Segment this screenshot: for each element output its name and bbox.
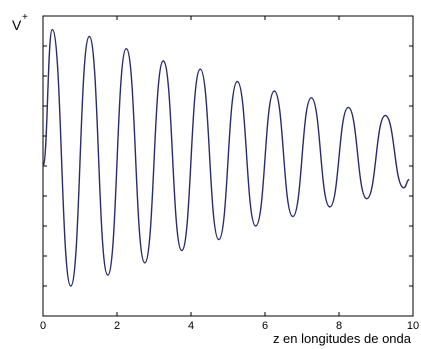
x-axis-label: z en longitudes de onda: [273, 331, 412, 346]
series-line: [42, 28, 410, 287]
y-ticks: [43, 45, 413, 287]
x-tick-label: 10: [407, 320, 419, 332]
y-axis-label-superscript: +: [22, 12, 28, 23]
x-tick-label: 8: [336, 320, 342, 332]
x-tick-label: 4: [188, 320, 194, 332]
y-axis-label: V: [12, 17, 22, 33]
x-tick-labels: 0 2 4 6 8 10: [40, 320, 419, 332]
x-tick-label: 2: [114, 320, 120, 332]
x-tick-label: 0: [40, 320, 46, 332]
x-tick-label: 6: [262, 320, 268, 332]
x-ticks: [42, 16, 414, 316]
